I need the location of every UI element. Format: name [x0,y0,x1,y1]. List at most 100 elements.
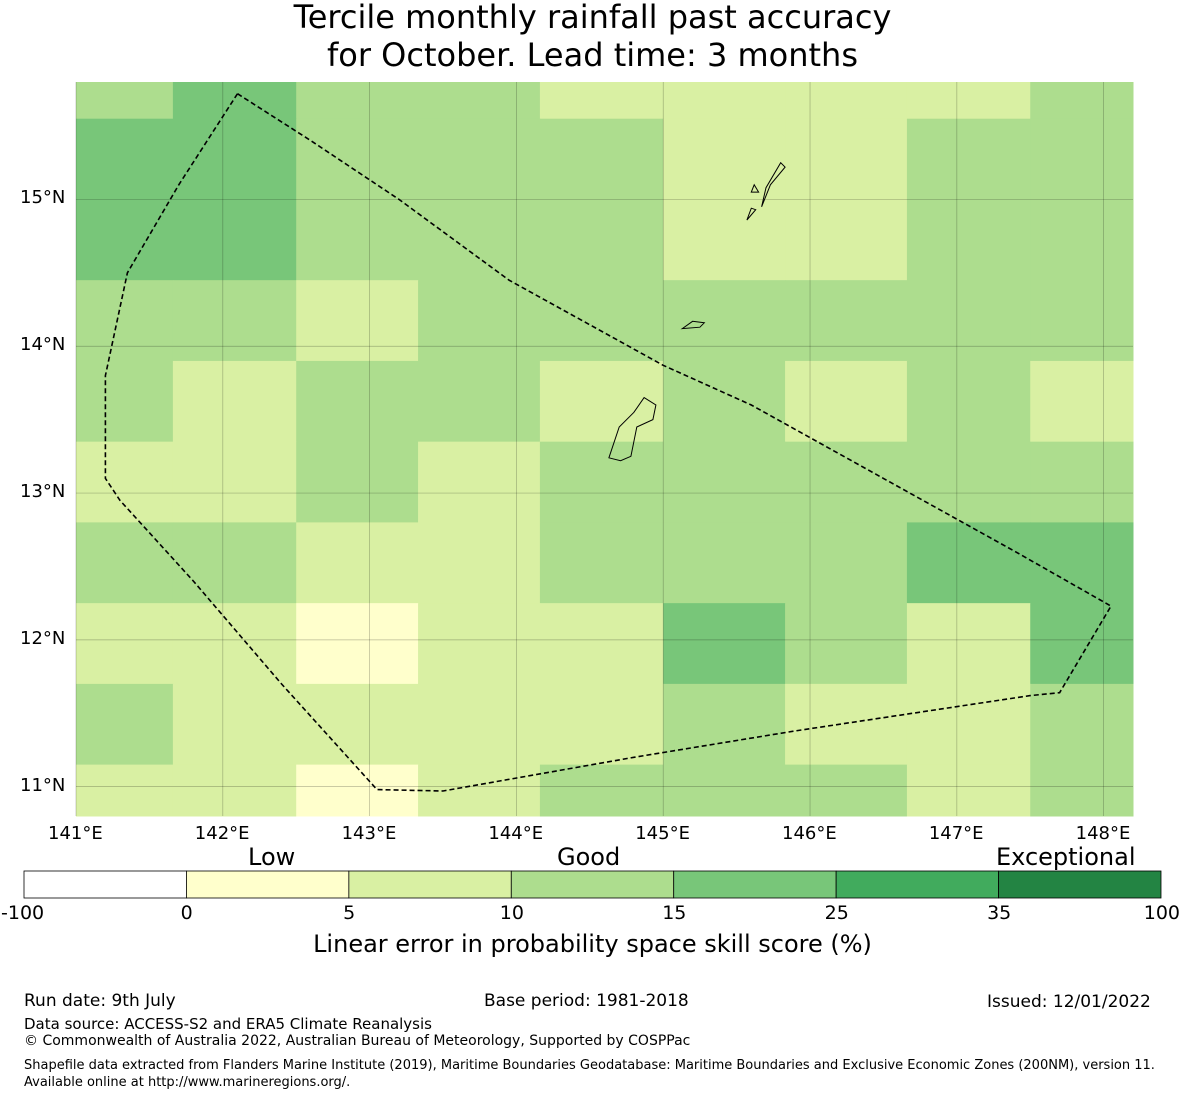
skill-cell [906,764,1031,817]
skill-cell [539,522,664,604]
legend-tick-label: 15 [662,902,687,924]
copyright-notice: © Commonwealth of Australia 2022, Austra… [24,1033,691,1049]
skill-cell [296,522,419,604]
shapefile-citation: Shapefile data extracted from Flanders M… [24,1058,1155,1090]
skill-cell [539,118,664,281]
skill-cell [663,683,786,766]
island-outline [761,161,786,207]
run-date: Run date: 9th July [24,991,176,1011]
longitude-label: 145°E [635,823,690,844]
skill-score-map [75,82,1134,817]
skill-cell [418,683,541,766]
latitude-label: 11°N [20,774,66,796]
skill-cell [172,441,297,523]
issued-date: Issued: 12/01/2022 [987,992,1151,1012]
skill-cell [76,522,174,604]
skill-cell [906,360,1031,443]
legend-tick-label: 10 [499,902,524,924]
skill-cell [1030,603,1134,685]
legend-color-segment [673,870,837,899]
skill-cell [76,603,174,685]
legend-color-segment [998,870,1162,899]
skill-cell [785,683,908,766]
skill-cell [172,603,297,685]
skill-cell [1030,522,1134,604]
skill-cell [906,683,1031,766]
skill-cell [418,441,541,523]
skill-cell [785,441,908,523]
base-period: Base period: 1981-2018 [484,991,689,1011]
legend-tick-label: 25 [824,902,849,924]
skill-cell [296,360,419,443]
skill-cell [539,603,664,685]
skill-cell [418,118,541,281]
skill-cell [172,522,297,604]
longitude-label: 143°E [341,823,397,844]
chart-title-line-2: for October. Lead time: 3 months [327,36,858,74]
skill-cell [1030,118,1134,281]
skill-cell [1030,441,1134,523]
island-outline [680,320,706,330]
skill-cell [172,280,297,362]
legend-color-segment [835,870,999,899]
skill-cell [539,360,664,443]
skill-cell [539,280,664,362]
skill-cell [663,118,786,281]
legend-category-good: Good [557,843,621,871]
skill-cell [906,441,1031,523]
skill-cell [76,360,174,443]
skill-cell [76,441,174,523]
skill-cell [663,603,786,685]
legend-color-segment [23,870,187,899]
skill-cell [906,522,1031,604]
skill-cell [296,280,419,362]
skill-cell [1030,82,1134,120]
skill-cell [539,441,664,523]
chart-title-line-1: Tercile monthly rainfall past accuracy [293,0,892,36]
longitude-label: 142°E [194,823,250,844]
skill-cell [539,683,664,766]
skill-cell [76,82,174,120]
legend-axis-title: Linear error in probability space skill … [313,930,872,958]
longitude-label: 146°E [782,823,837,844]
skill-cell [906,603,1031,685]
skill-cell [1030,360,1134,443]
skill-cell [906,280,1031,362]
skill-cell [172,118,297,281]
skill-cell [1030,683,1134,766]
skill-cell [785,764,908,817]
skill-cell [906,118,1031,281]
skill-cell [418,360,541,443]
skill-cell [663,441,786,523]
skill-cell [418,82,541,120]
latitude-label: 14°N [20,334,66,356]
skill-score-cells [76,82,1134,817]
latitude-label: 12°N [20,627,66,649]
skill-cell [296,82,419,120]
skill-cell [1030,764,1134,817]
skill-cell [1030,280,1134,362]
skill-cell [539,82,664,120]
skill-cell [785,82,908,120]
skill-cell [296,683,419,766]
skill-cell [172,360,297,443]
skill-cell [663,280,786,362]
skill-cell [663,522,786,604]
longitude-label: 147°E [928,823,984,844]
skill-cell [785,118,908,281]
skill-cell [76,280,174,362]
skill-cell [785,522,908,604]
latitude-label: 13°N [20,481,66,503]
legend-category-low: Low [248,843,296,871]
legend-color-segment [348,870,512,899]
island-outline [750,183,760,193]
legend-tick-label: -100 [1,902,45,924]
skill-cell [172,683,297,766]
skill-cell [418,522,541,604]
legend-tick-label: 35 [987,902,1012,924]
skill-cell [172,764,297,817]
skill-cell [172,82,297,120]
skill-cell [76,118,174,281]
legend-tick-label: 0 [180,902,193,924]
longitude-label: 144°E [488,823,544,844]
